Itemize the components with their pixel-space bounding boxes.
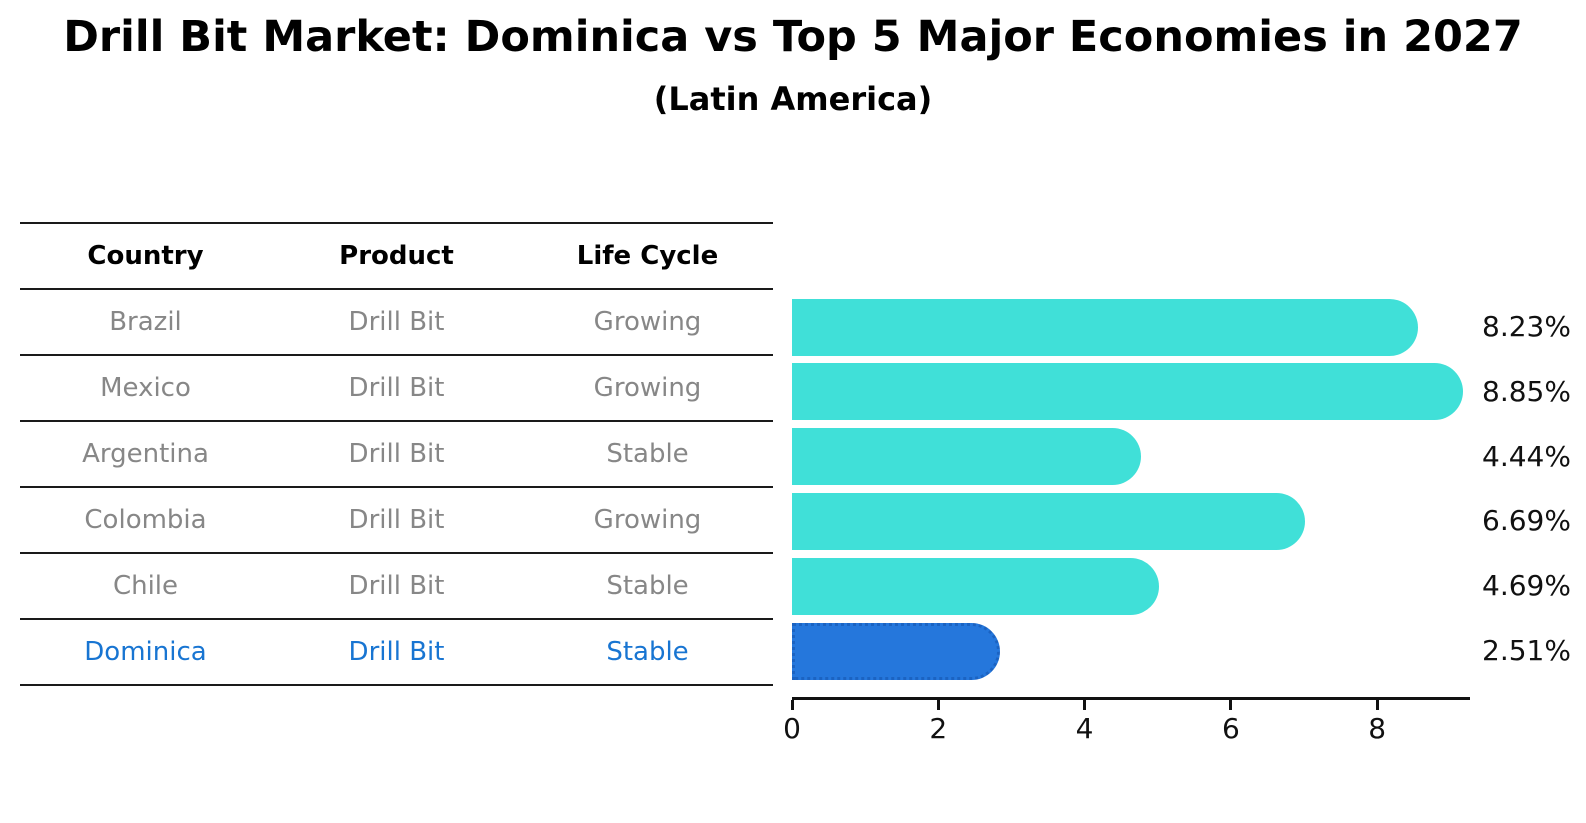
x-axis-tick-label: 0 <box>783 712 801 745</box>
cell-life-cycle: Stable <box>606 439 689 469</box>
table-row: Chile Drill Bit Stable <box>20 554 773 620</box>
header-cell-country: Country <box>87 241 204 271</box>
cell-country: Mexico <box>100 373 191 403</box>
cell-life-cycle: Growing <box>593 373 702 403</box>
cell-country: Colombia <box>84 505 207 535</box>
cell-product: Drill Bit <box>348 439 445 469</box>
cell-country: Brazil <box>109 307 182 337</box>
x-axis-tick <box>936 700 940 710</box>
table-body: Brazil Drill Bit Growing Mexico Drill Bit Gro… <box>20 290 773 686</box>
x-axis-tick <box>790 700 794 710</box>
x-axis-tick-label: 6 <box>1221 712 1240 745</box>
value-label-dominica: 2.51% <box>1482 634 1571 667</box>
table-row: Argentina Drill Bit Stable <box>20 422 773 488</box>
value-label-argentina: 4.44% <box>1482 439 1571 473</box>
page-title: Drill Bit Market: Dominica vs Top 5 Majo… <box>63 12 1523 62</box>
bar-dominica <box>792 622 1000 680</box>
cell-life-cycle: Stable <box>606 571 689 601</box>
cell-product: Drill Bit <box>348 307 445 337</box>
table-row: Colombia Drill Bit Growing <box>20 488 773 554</box>
header-cell-product: Product <box>339 241 454 271</box>
x-axis-tick-label: 4 <box>1075 712 1094 745</box>
x-axis-tick-label: 2 <box>929 712 948 745</box>
bar-mexico <box>792 363 1464 421</box>
value-label-brazil: 8.23% <box>1482 310 1571 343</box>
cell-product: Drill Bit <box>348 373 445 403</box>
value-label-chile: 4.69% <box>1482 569 1571 603</box>
cell-country: Dominica <box>84 637 207 667</box>
cell-life-cycle: Stable <box>606 637 689 667</box>
page-subtitle: (Latin America) <box>653 80 933 118</box>
cell-product: Drill Bit <box>348 637 445 667</box>
x-axis-tick <box>1375 700 1379 710</box>
x-axis-line <box>792 697 1470 700</box>
table-row: Brazil Drill Bit Growing <box>20 290 773 356</box>
table-row: Dominica Drill Bit Stable <box>20 620 773 686</box>
market-table: Country Product Life Cycle Brazil Drill B… <box>20 222 773 686</box>
x-axis-tick <box>1229 700 1233 710</box>
bar-brazil <box>792 298 1419 356</box>
value-label-colombia: 6.69% <box>1482 504 1571 538</box>
bar-colombia <box>792 492 1306 550</box>
bar-chile <box>792 557 1160 615</box>
value-label-mexico: 8.85% <box>1482 374 1571 408</box>
table-row: Mexico Drill Bit Growing <box>20 356 773 422</box>
cell-product: Drill Bit <box>348 505 445 535</box>
cell-country: Chile <box>112 571 179 601</box>
header-cell-life-cycle: Life Cycle <box>576 241 719 271</box>
table-header-row: Country Product Life Cycle <box>20 224 773 290</box>
cell-product: Drill Bit <box>348 571 445 601</box>
cell-life-cycle: Growing <box>593 505 702 535</box>
cell-country: Argentina <box>82 439 209 469</box>
bar-argentina <box>792 428 1141 486</box>
x-axis-tick-label: 8 <box>1368 712 1387 745</box>
x-axis-tick <box>1083 700 1087 710</box>
cell-life-cycle: Growing <box>593 307 702 337</box>
